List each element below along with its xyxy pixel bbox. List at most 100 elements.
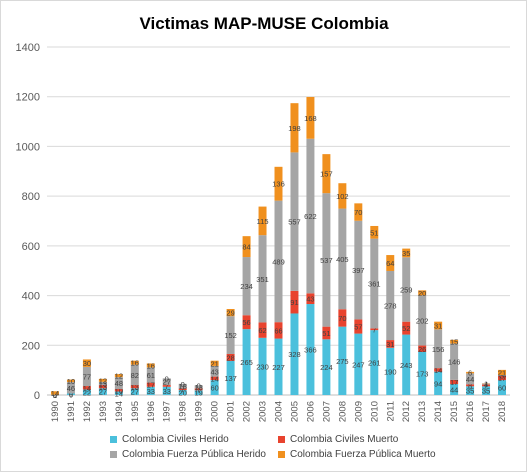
data-label: 51	[370, 228, 378, 237]
data-label: 66	[274, 326, 282, 335]
data-label: 60	[210, 384, 218, 393]
x-tick-label: 2008	[337, 401, 348, 422]
bar-segment	[258, 235, 267, 323]
bar-segment	[434, 371, 443, 395]
bar-segment	[178, 388, 187, 391]
y-tick-label: 600	[22, 241, 40, 253]
bar-segment	[130, 388, 139, 395]
data-label: 557	[288, 218, 301, 227]
x-tick-label: 2004	[274, 401, 285, 422]
bar-segment	[50, 391, 59, 395]
x-tick-label: 1999	[194, 401, 205, 422]
bar-segment	[274, 166, 283, 201]
bar-segment	[354, 203, 363, 221]
bar-segment	[482, 383, 491, 385]
bar-segment	[306, 138, 315, 294]
legend-item: Colombia Fuerza Pública Herido	[110, 449, 270, 460]
data-label: 234	[240, 282, 253, 291]
bar-segment	[274, 200, 283, 323]
y-tick-label: 0	[34, 390, 40, 402]
data-label: 94	[434, 379, 442, 388]
bar-segment	[210, 365, 219, 377]
y-tick-label: 1400	[16, 42, 40, 54]
chart-title: Victimas MAP-MUSE Colombia	[139, 14, 389, 33]
data-label: 15	[450, 338, 458, 347]
data-label: 8	[468, 381, 472, 390]
bar-segment	[258, 322, 267, 338]
x-tick-label: 2014	[433, 401, 444, 422]
bar-segment	[386, 340, 395, 348]
bar-segment	[466, 384, 475, 387]
x-tick-label: 1990	[50, 401, 61, 422]
data-label: 278	[384, 302, 397, 311]
data-label: 115	[257, 217, 269, 226]
bar-segment	[418, 351, 427, 395]
y-tick-label: 1200	[16, 92, 40, 104]
bar-segment	[498, 369, 507, 376]
bar-segment	[498, 375, 507, 376]
bar-segment	[482, 386, 491, 395]
bar-segment	[146, 386, 155, 395]
data-label: 43	[306, 295, 314, 304]
data-label: 22	[83, 388, 91, 397]
x-tick-label: 2005	[289, 401, 300, 422]
legend-swatch	[110, 451, 117, 458]
bar-segment	[66, 393, 75, 395]
data-label: 12	[99, 376, 107, 385]
data-label: 84	[242, 243, 250, 252]
data-label: 44	[450, 386, 458, 395]
bar-segment	[178, 390, 187, 395]
bar-segment	[354, 319, 363, 334]
data-label: 19	[195, 389, 203, 398]
legend-label: Colombia Fuerza Pública Herido	[122, 449, 266, 460]
data-label: 152	[224, 331, 237, 340]
legend-item: Colombia Civiles Herido	[110, 434, 270, 445]
data-label: 21	[210, 359, 218, 368]
bar-segment	[338, 208, 347, 310]
bar-segment	[226, 353, 235, 361]
bar-segment	[146, 363, 155, 368]
bar-segment	[322, 154, 331, 194]
x-tick-label: 2018	[497, 401, 508, 422]
x-tick-label: 1995	[130, 401, 141, 422]
data-label: 46	[67, 384, 75, 393]
data-label: 137	[224, 374, 237, 383]
bar-segment	[210, 380, 219, 395]
data-label: 1	[484, 379, 488, 388]
data-label: 18	[179, 382, 187, 391]
bar-segment	[82, 386, 91, 390]
bar-segment	[354, 220, 363, 320]
x-tick-label: 1993	[98, 401, 109, 422]
data-label: 361	[368, 280, 381, 289]
x-tick-label: 1994	[114, 401, 125, 422]
x-tick-label: 1997	[162, 401, 173, 422]
legend-swatch	[110, 436, 117, 443]
bar-segment	[130, 385, 139, 389]
bar-segment	[82, 389, 91, 395]
data-label: 1	[53, 391, 57, 400]
bar-segment	[258, 337, 267, 395]
bar-segment	[194, 390, 203, 395]
data-label: 17	[147, 381, 155, 390]
bar-segment	[98, 388, 107, 395]
data-label: 243	[400, 361, 413, 370]
data-label: 190	[384, 367, 397, 376]
data-label: 7	[484, 381, 488, 390]
data-label: 405	[336, 255, 349, 264]
data-label: 70	[338, 314, 346, 323]
data-label: 64	[386, 259, 394, 268]
data-label: 33	[163, 387, 171, 396]
x-tick-label: 2010	[369, 401, 380, 422]
bar-segment	[114, 377, 123, 390]
bar-segment	[338, 183, 347, 209]
bar-segment	[82, 359, 91, 367]
bar-segment	[242, 257, 251, 316]
legend-label: Colombia Civiles Muerto	[290, 434, 399, 445]
data-label: 13	[99, 379, 107, 388]
bar-segment	[258, 206, 267, 236]
bar-segment	[114, 374, 123, 378]
x-tick-label: 1991	[66, 401, 77, 422]
legend-label: Colombia Civiles Herido	[122, 434, 229, 445]
x-tick-label: 2001	[226, 401, 237, 422]
